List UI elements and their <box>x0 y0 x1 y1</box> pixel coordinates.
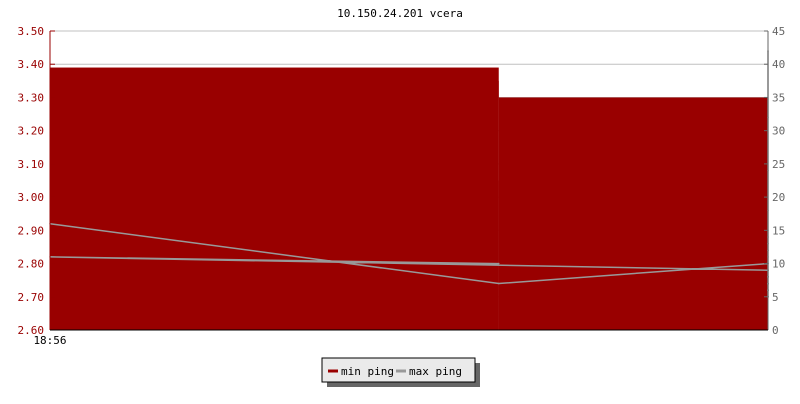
x-tick-label: 18:56 <box>33 334 66 347</box>
data-marks <box>49 50 769 330</box>
y-left-tick-label: 3.30 <box>18 91 45 104</box>
legend-label-max: max ping <box>409 365 462 378</box>
y-left-tick-label: 3.10 <box>18 158 45 171</box>
y-right-tick-label: 35 <box>772 91 785 104</box>
y-left-tick-label: 3.50 <box>18 25 45 38</box>
y-right-tick-label: 10 <box>772 258 785 271</box>
legend: min ping max ping <box>322 358 480 387</box>
max-ping-point <box>498 263 500 265</box>
y-right-tick-label: 15 <box>772 224 785 237</box>
y-left-tick-label: 3.40 <box>18 58 45 71</box>
chart-title: 10.150.24.201 vcera <box>337 7 463 20</box>
max-ping-point <box>498 283 500 285</box>
y-right-tick-label: 40 <box>772 58 785 71</box>
y-left-tick-label: 2.80 <box>18 258 45 271</box>
y-right-tick-label: 25 <box>772 158 785 171</box>
y-left-tick-label: 2.70 <box>18 291 45 304</box>
y-right-tick-label: 45 <box>772 25 785 38</box>
min-ping-bar <box>499 97 768 330</box>
y-right-tick-label: 0 <box>772 324 779 337</box>
y-left-tick-label: 2.90 <box>18 224 45 237</box>
legend-label-min: min ping <box>341 365 394 378</box>
min-ping-bar <box>50 81 499 330</box>
y-left-tick-label: 3.00 <box>18 191 45 204</box>
y-right-tick-label: 20 <box>772 191 785 204</box>
y-right-tick-label: 30 <box>772 125 785 138</box>
y-right-tick-label: 5 <box>772 291 779 304</box>
y-left-tick-label: 3.20 <box>18 125 45 138</box>
